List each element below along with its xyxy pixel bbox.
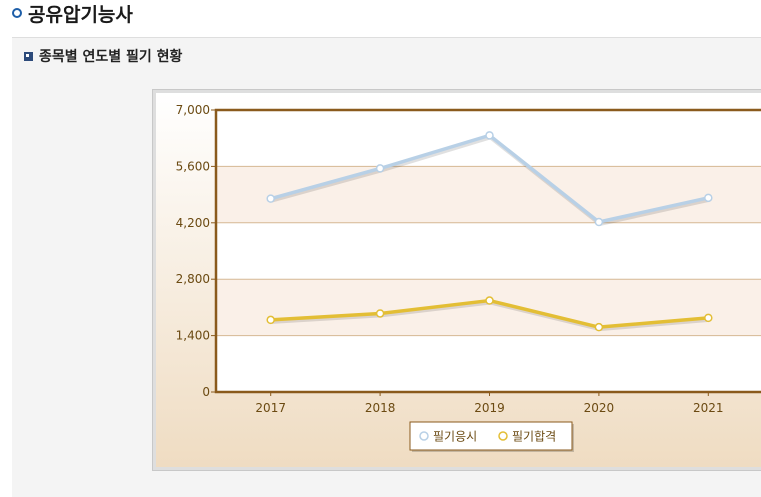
legend-marker — [419, 431, 429, 441]
data-point — [266, 315, 275, 325]
x-tick-label: 2021 — [693, 401, 724, 415]
data-point — [704, 193, 713, 203]
series-layer — [266, 131, 713, 332]
data-point — [375, 164, 385, 173]
legend: 필기응시 필기합격 — [409, 421, 574, 452]
data-point — [594, 217, 604, 227]
data-point — [485, 296, 494, 305]
series-1 — [266, 131, 713, 227]
y-tick-label: 1,400 — [176, 329, 210, 343]
x-tick-label: 2017 — [255, 401, 286, 415]
series-2 — [266, 296, 713, 332]
plot-band — [216, 222, 761, 280]
legend-label: 필기응시 — [433, 430, 477, 444]
x-tick-label: 2020 — [584, 401, 615, 415]
x-tick-label: 2019 — [474, 401, 505, 415]
x-axis-ticks: 2017 2018 2019 2020 2021 — [255, 392, 724, 415]
data-point — [485, 131, 494, 140]
legend-box — [409, 421, 573, 451]
plot-bands — [216, 110, 761, 392]
y-tick-label: 7,000 — [176, 103, 210, 117]
legend-label: 필기합격 — [512, 430, 556, 444]
section-square-icon — [24, 51, 33, 61]
data-point — [594, 322, 604, 332]
page-title-text: 공유압기능사 — [28, 3, 133, 26]
data-point — [704, 313, 713, 323]
plot-band — [216, 166, 761, 223]
plot-band — [216, 279, 761, 336]
section-title-text: 종목별 연도별 필기 현황 — [39, 49, 183, 65]
title-bullet-icon — [12, 8, 22, 18]
y-axis-ticks: 0 1,400 2,800 4,200 5,600 7,000 — [176, 103, 216, 399]
chart-frame: 0 1,400 2,800 4,200 5,600 7,000 2017 2018 2019 2… — [152, 89, 761, 471]
y-tick-label: 4,200 — [176, 216, 210, 230]
legend-marker — [498, 431, 508, 441]
y-tick-label: 0 — [202, 385, 210, 399]
y-tick-label: 2,800 — [176, 272, 210, 286]
data-point — [266, 194, 275, 203]
section-title: 종목별 연도별 필기 현황 — [24, 46, 182, 66]
page-title: 공유압기능사 — [12, 0, 133, 26]
data-point — [375, 309, 385, 318]
y-tick-label: 5,600 — [176, 159, 210, 173]
grid-lines — [216, 165, 761, 337]
x-tick-label: 2018 — [365, 401, 396, 415]
header-divider — [12, 37, 761, 38]
plot-band — [216, 335, 761, 392]
